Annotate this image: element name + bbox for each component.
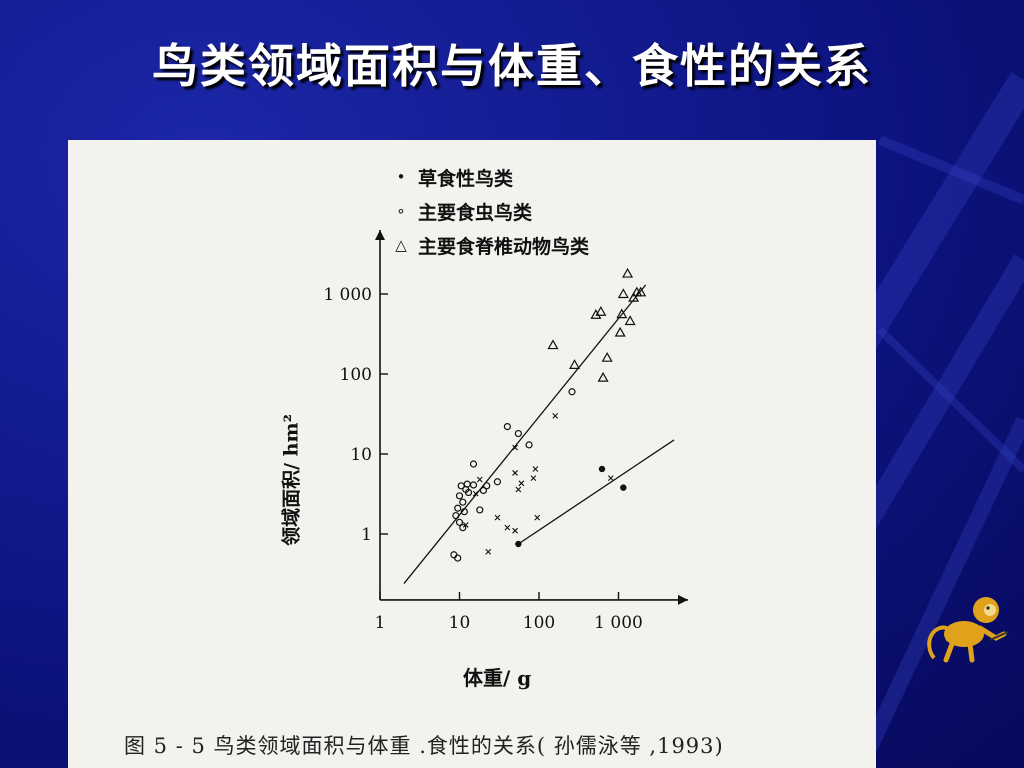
y-axis-label: 领域面积/ hm² <box>280 414 303 546</box>
figure-panel: 1 10 100 1 000 1 10 100 1 000 • 草食性鸟类 ∘ 主要食虫鸟类 … <box>68 140 876 768</box>
figure-caption: 图 5 - 5 鸟类领域面积与体重 .食性的关系( 孙儒泳等 ,1993) <box>124 734 724 758</box>
data-point-vertebrate-eater <box>595 306 607 316</box>
legend-item: ∘ 主要食虫鸟类 <box>390 194 589 228</box>
data-point-insectivore <box>483 482 491 490</box>
legend-marker-filled-circle: • <box>396 168 406 186</box>
data-point-vertebrate-eater <box>617 288 629 299</box>
data-point-insectivore <box>525 441 533 449</box>
x-axis-label: 体重/ g <box>463 666 532 690</box>
data-point-insectivore <box>455 518 464 526</box>
y-axis-arrow <box>375 230 385 240</box>
monkey-icon[interactable] <box>924 588 1010 668</box>
data-point-cross <box>476 476 483 483</box>
data-point-cross <box>485 548 492 555</box>
data-point-insectivore <box>464 488 473 497</box>
data-point-cross <box>512 444 518 451</box>
legend-label: 主要食虫鸟类 <box>418 201 533 224</box>
data-point-insectivore <box>454 504 462 512</box>
data-point-insectivore <box>479 486 488 495</box>
data-point-vertebrate-eater <box>624 315 636 326</box>
data-point-vertebrate-eater <box>569 359 581 369</box>
data-point-vertebrate-eater <box>622 267 634 278</box>
chart-axes: 1 10 100 1 000 1 10 100 1 000 <box>323 230 688 633</box>
data-point-cross <box>512 470 518 476</box>
y-tick-label: 1 000 <box>323 285 372 305</box>
data-point-herbivore <box>620 484 627 491</box>
x-axis-arrow <box>678 594 688 605</box>
data-point-herbivore <box>515 540 522 548</box>
data-point-vertebrate-eater <box>590 309 602 319</box>
data-point-insectivore <box>568 388 576 396</box>
regression-lines <box>403 284 675 584</box>
data-point-vertebrate-eater <box>597 371 609 382</box>
legend-item: △ 主要食脊椎动物鸟类 <box>390 228 589 262</box>
regression-line <box>517 439 675 545</box>
chart-marks <box>450 267 647 562</box>
data-point-vertebrate-eater <box>635 286 647 297</box>
legend-label: 主要食脊椎动物鸟类 <box>418 235 590 258</box>
scatter-chart: 1 10 100 1 000 1 10 100 1 000 <box>323 230 688 633</box>
data-point-vertebrate-eater <box>616 308 628 319</box>
data-point-cross <box>462 521 469 528</box>
legend-marker-open-circle: ∘ <box>396 202 406 220</box>
data-point-insectivore <box>452 511 460 520</box>
data-point-cross <box>512 527 518 534</box>
data-point-vertebrate-eater <box>547 339 559 350</box>
data-point-insectivore <box>469 481 478 489</box>
y-tick-label: 10 <box>350 445 372 465</box>
data-point-insectivore <box>514 429 522 438</box>
chart-legend: • 草食性鸟类 ∘ 主要食虫鸟类 △ 主要食脊椎动物鸟类 <box>390 160 589 262</box>
x-tick-label: 100 <box>523 613 555 633</box>
data-point-insectivore <box>454 554 462 562</box>
data-point-cross <box>552 412 559 419</box>
data-point-cross <box>472 490 479 497</box>
slide-title: 鸟类领域面积与体重、食性的关系 <box>152 39 872 93</box>
data-point-vertebrate-eater <box>614 326 626 337</box>
data-point-insectivore <box>450 551 458 559</box>
data-point-insectivore <box>455 492 464 500</box>
y-tick-label: 100 <box>340 365 372 385</box>
x-tick-label: 1 <box>375 613 386 633</box>
data-point-cross <box>532 466 539 472</box>
data-point-insectivore <box>493 478 502 486</box>
data-point-insectivore <box>503 423 511 431</box>
regression-line <box>403 284 647 584</box>
data-point-cross <box>518 480 525 487</box>
data-point-vertebrate-eater <box>601 351 613 362</box>
legend-item: • 草食性鸟类 <box>390 160 589 194</box>
y-tick-label: 1 <box>361 525 372 545</box>
x-tick-label: 10 <box>449 613 471 633</box>
data-point-cross <box>607 475 614 481</box>
data-point-vertebrate-eater <box>628 291 640 302</box>
data-point-cross <box>534 514 541 521</box>
data-point-insectivore <box>476 506 484 514</box>
legend-marker-open-triangle: △ <box>395 236 407 254</box>
data-point-insectivore <box>469 460 478 468</box>
data-point-cross <box>494 514 501 521</box>
legend-label: 草食性鸟类 <box>418 167 514 190</box>
data-point-cross <box>515 486 522 493</box>
data-point-herbivore <box>598 465 606 473</box>
data-point-insectivore <box>460 508 468 516</box>
data-point-insectivore <box>459 498 467 506</box>
data-point-cross <box>504 524 511 531</box>
x-tick-label: 1 000 <box>594 613 643 633</box>
data-point-cross <box>530 475 537 481</box>
data-point-insectivore <box>459 524 467 532</box>
